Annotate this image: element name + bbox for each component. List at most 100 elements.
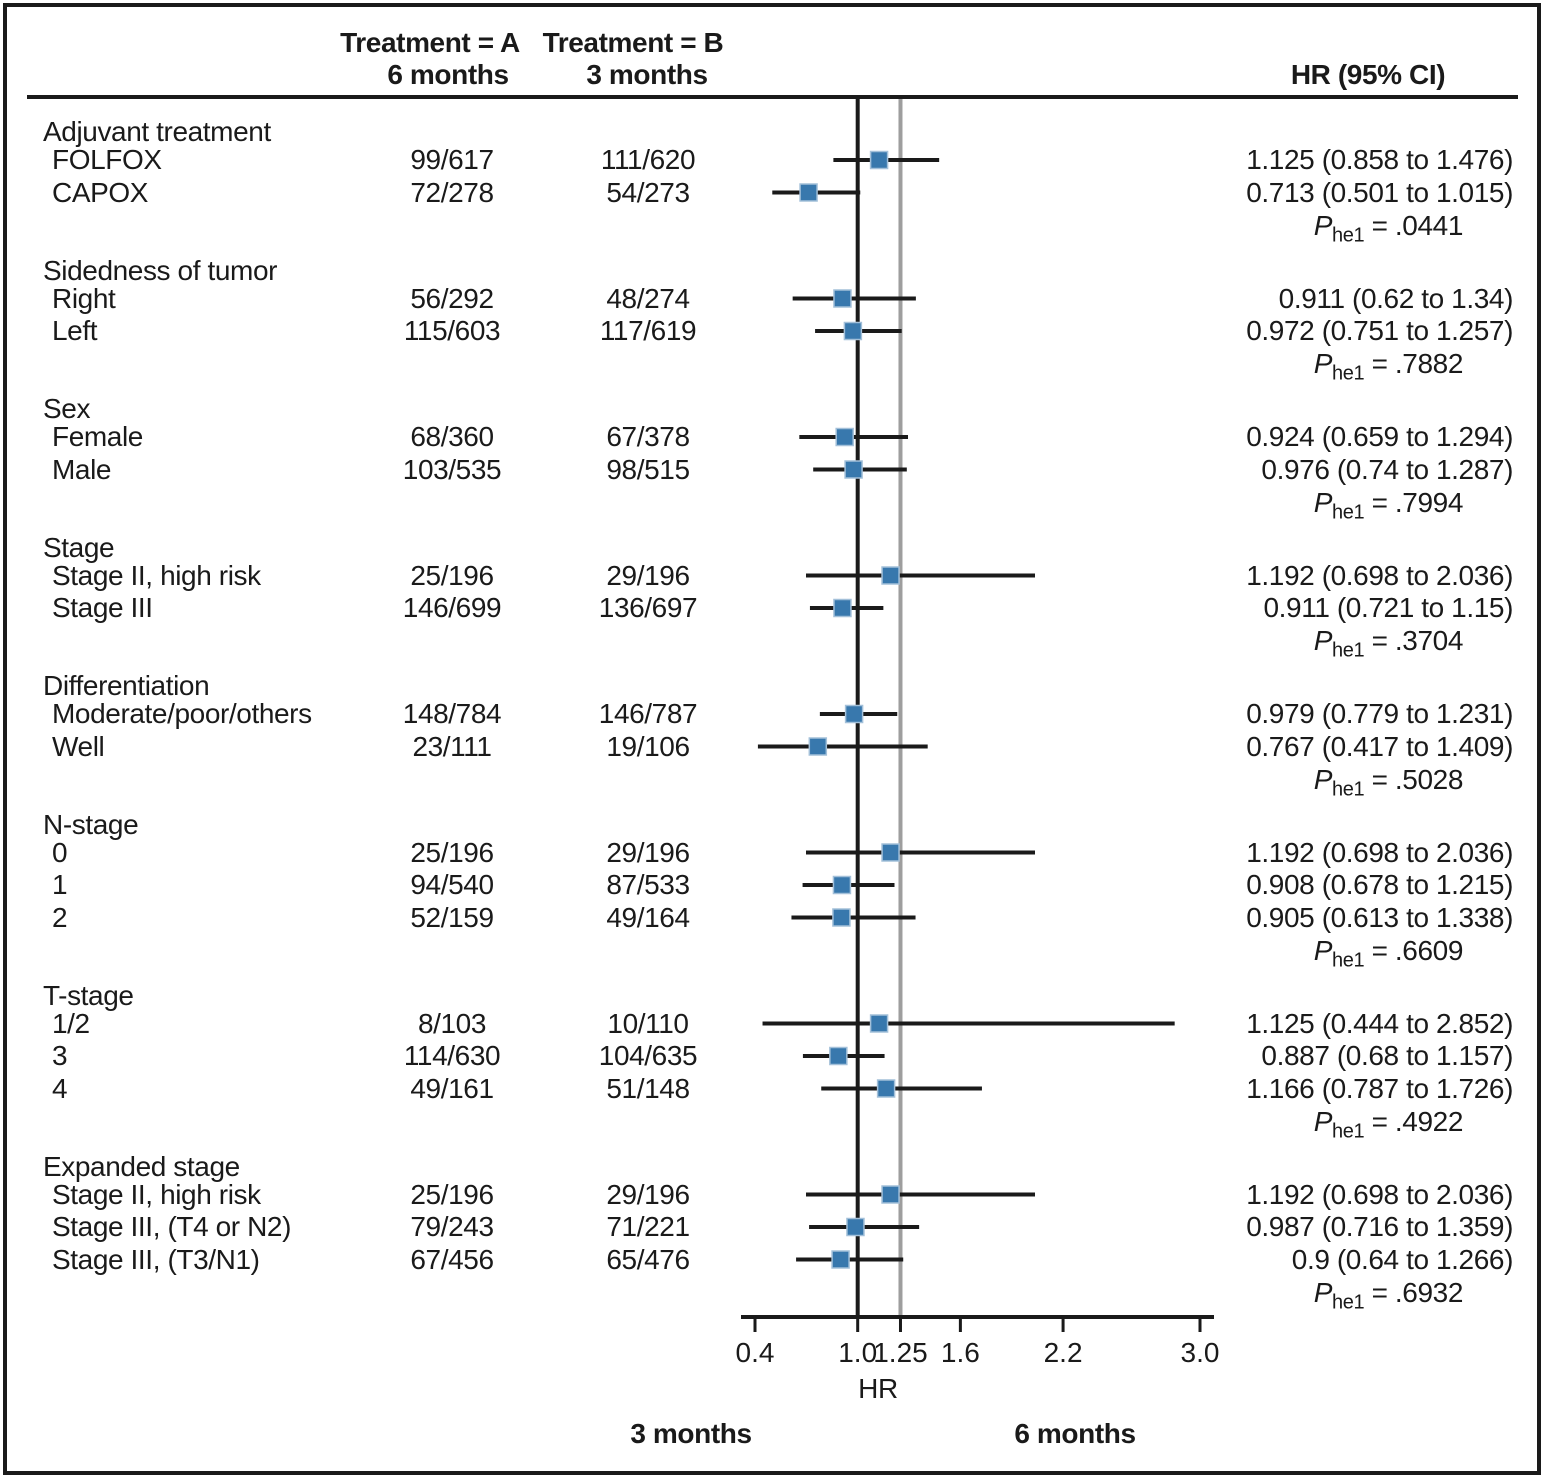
hr-ci-value: 0.972 (0.751 to 1.257) bbox=[1246, 315, 1513, 346]
count-treatment-b: 87/533 bbox=[606, 869, 690, 900]
count-treatment-b: 104/635 bbox=[598, 1040, 698, 1071]
count-treatment-b: 29/196 bbox=[606, 836, 690, 868]
hr-ci-value: 0.976 (0.74 to 1.287) bbox=[1261, 453, 1513, 485]
item-label: Moderate/poor/others bbox=[52, 698, 312, 729]
p-heterogeneity-value: Phe1 = .5028 bbox=[1313, 763, 1464, 801]
hr-marker bbox=[831, 1250, 850, 1269]
x-axis-title: HR bbox=[858, 1373, 898, 1404]
count-treatment-a: 94/540 bbox=[410, 869, 494, 900]
count-treatment-b: 67/378 bbox=[606, 421, 690, 452]
hr-ci-value: 1.192 (0.698 to 2.036) bbox=[1246, 559, 1513, 591]
hr-ci-value: 1.125 (0.858 to 1.476) bbox=[1246, 144, 1513, 175]
count-treatment-b: 29/196 bbox=[606, 1178, 690, 1210]
hr-marker bbox=[881, 843, 900, 862]
count-treatment-b: 51/148 bbox=[606, 1072, 690, 1104]
item-label: Stage II, high risk bbox=[52, 559, 261, 591]
count-treatment-a: 79/243 bbox=[410, 1211, 494, 1242]
hr-ci-value: 1.192 (0.698 to 2.036) bbox=[1246, 1178, 1513, 1210]
item-label: Stage III, (T4 or N2) bbox=[52, 1211, 292, 1242]
count-treatment-b: 49/164 bbox=[606, 901, 690, 933]
x-axis-tick-label: 2.2 bbox=[1044, 1337, 1083, 1368]
item-label: 3 bbox=[52, 1040, 68, 1071]
hr-ci-value: 1.192 (0.698 to 2.036) bbox=[1246, 836, 1513, 868]
item-label: Stage II, high risk bbox=[52, 1178, 261, 1210]
p-heterogeneity-value: Phe1 = .6932 bbox=[1313, 1276, 1464, 1314]
count-treatment-b: 71/221 bbox=[606, 1211, 690, 1242]
hr-marker bbox=[835, 427, 854, 447]
group-header: T-stage bbox=[43, 979, 134, 1011]
x-axis-tick-label: 0.4 bbox=[736, 1337, 775, 1368]
p-heterogeneity-value: Phe1 = .6609 bbox=[1313, 934, 1464, 972]
group-header: N-stage bbox=[43, 808, 139, 840]
count-treatment-a: 146/699 bbox=[402, 592, 502, 623]
x-axis-tick-label: 1.6 bbox=[941, 1337, 980, 1368]
column-header-hr-ci: HR (95% CI) bbox=[1290, 59, 1446, 90]
item-label: Stage III, (T3/N1) bbox=[52, 1243, 260, 1275]
item-label: Right bbox=[52, 282, 116, 314]
count-treatment-a: 148/784 bbox=[402, 698, 502, 729]
count-treatment-a: 25/196 bbox=[410, 836, 494, 868]
p-heterogeneity-value: Phe1 = .0441 bbox=[1313, 209, 1464, 247]
x-axis-tick-label: 1.0 bbox=[838, 1337, 877, 1368]
hr-ci-value: 0.905 (0.613 to 1.338) bbox=[1246, 901, 1513, 933]
direction-label-6-months: 6 months bbox=[1014, 1418, 1136, 1449]
hr-ci-value: 0.987 (0.716 to 1.359) bbox=[1246, 1211, 1513, 1242]
count-treatment-a: 52/159 bbox=[410, 901, 494, 933]
item-label: Male bbox=[52, 453, 112, 485]
hr-marker bbox=[844, 704, 864, 724]
group-header: Sidedness of tumor bbox=[43, 254, 278, 286]
hr-marker bbox=[808, 737, 828, 756]
count-treatment-b: 136/697 bbox=[598, 592, 698, 623]
count-treatment-a: 25/196 bbox=[410, 559, 494, 591]
count-treatment-a: 115/603 bbox=[403, 315, 501, 346]
hr-ci-value: 0.9 (0.64 to 1.266) bbox=[1291, 1243, 1514, 1275]
item-label: 2 bbox=[52, 901, 68, 933]
item-label: 4 bbox=[52, 1072, 68, 1104]
hr-marker bbox=[799, 183, 818, 202]
hr-ci-value: 1.166 (0.787 to 1.726) bbox=[1246, 1072, 1513, 1104]
count-treatment-a: 67/456 bbox=[410, 1243, 494, 1275]
hr-marker bbox=[881, 1185, 900, 1204]
column-header-treatment-b: Treatment = B bbox=[542, 27, 724, 58]
column-subheader-3-months: 3 months bbox=[586, 59, 708, 90]
p-heterogeneity-value: Phe1 = .7882 bbox=[1313, 348, 1464, 385]
hr-marker bbox=[876, 1079, 896, 1098]
x-axis-tick-label: 3.0 bbox=[1181, 1337, 1220, 1368]
count-treatment-b: 117/619 bbox=[599, 315, 697, 346]
hr-marker bbox=[829, 1046, 848, 1066]
group-header: Differentiation bbox=[43, 670, 210, 701]
count-treatment-b: 10/110 bbox=[607, 1007, 689, 1039]
item-label: Stage III bbox=[52, 592, 153, 623]
count-treatment-a: 56/292 bbox=[410, 282, 494, 314]
column-subheader-6-months: 6 months bbox=[387, 59, 509, 90]
item-label: Left bbox=[52, 315, 98, 346]
header-divider-rule bbox=[27, 95, 1518, 99]
hr-ci-value: 1.125 (0.444 to 2.852) bbox=[1246, 1007, 1513, 1039]
item-label: Female bbox=[52, 421, 143, 452]
hr-marker bbox=[869, 150, 889, 170]
hr-ci-value: 0.979 (0.779 to 1.231) bbox=[1246, 698, 1513, 729]
hr-marker bbox=[833, 289, 852, 308]
hr-ci-value: 0.911 (0.62 to 1.34) bbox=[1278, 282, 1514, 314]
hr-marker bbox=[832, 908, 851, 927]
group-header: Sex bbox=[43, 393, 91, 424]
count-treatment-b: 65/476 bbox=[606, 1243, 690, 1275]
count-treatment-a: 114/630 bbox=[403, 1040, 501, 1071]
item-label: 0 bbox=[52, 836, 68, 868]
count-treatment-a: 99/617 bbox=[410, 144, 494, 175]
hr-marker bbox=[869, 1014, 889, 1033]
count-treatment-b: 111/620 bbox=[600, 144, 696, 175]
count-treatment-a: 23/111 bbox=[412, 730, 492, 762]
p-heterogeneity-value: Phe1 = .3704 bbox=[1313, 625, 1464, 662]
p-heterogeneity-value: Phe1 = .7994 bbox=[1313, 486, 1464, 524]
count-treatment-b: 29/196 bbox=[606, 559, 690, 591]
hr-marker bbox=[881, 566, 900, 585]
count-treatment-b: 19/106 bbox=[606, 730, 690, 762]
count-treatment-b: 48/274 bbox=[606, 282, 690, 314]
hr-ci-value: 0.887 (0.68 to 1.157) bbox=[1261, 1040, 1513, 1071]
count-treatment-a: 25/196 bbox=[410, 1178, 494, 1210]
count-treatment-a: 49/161 bbox=[410, 1072, 494, 1104]
count-treatment-a: 103/535 bbox=[402, 453, 502, 485]
